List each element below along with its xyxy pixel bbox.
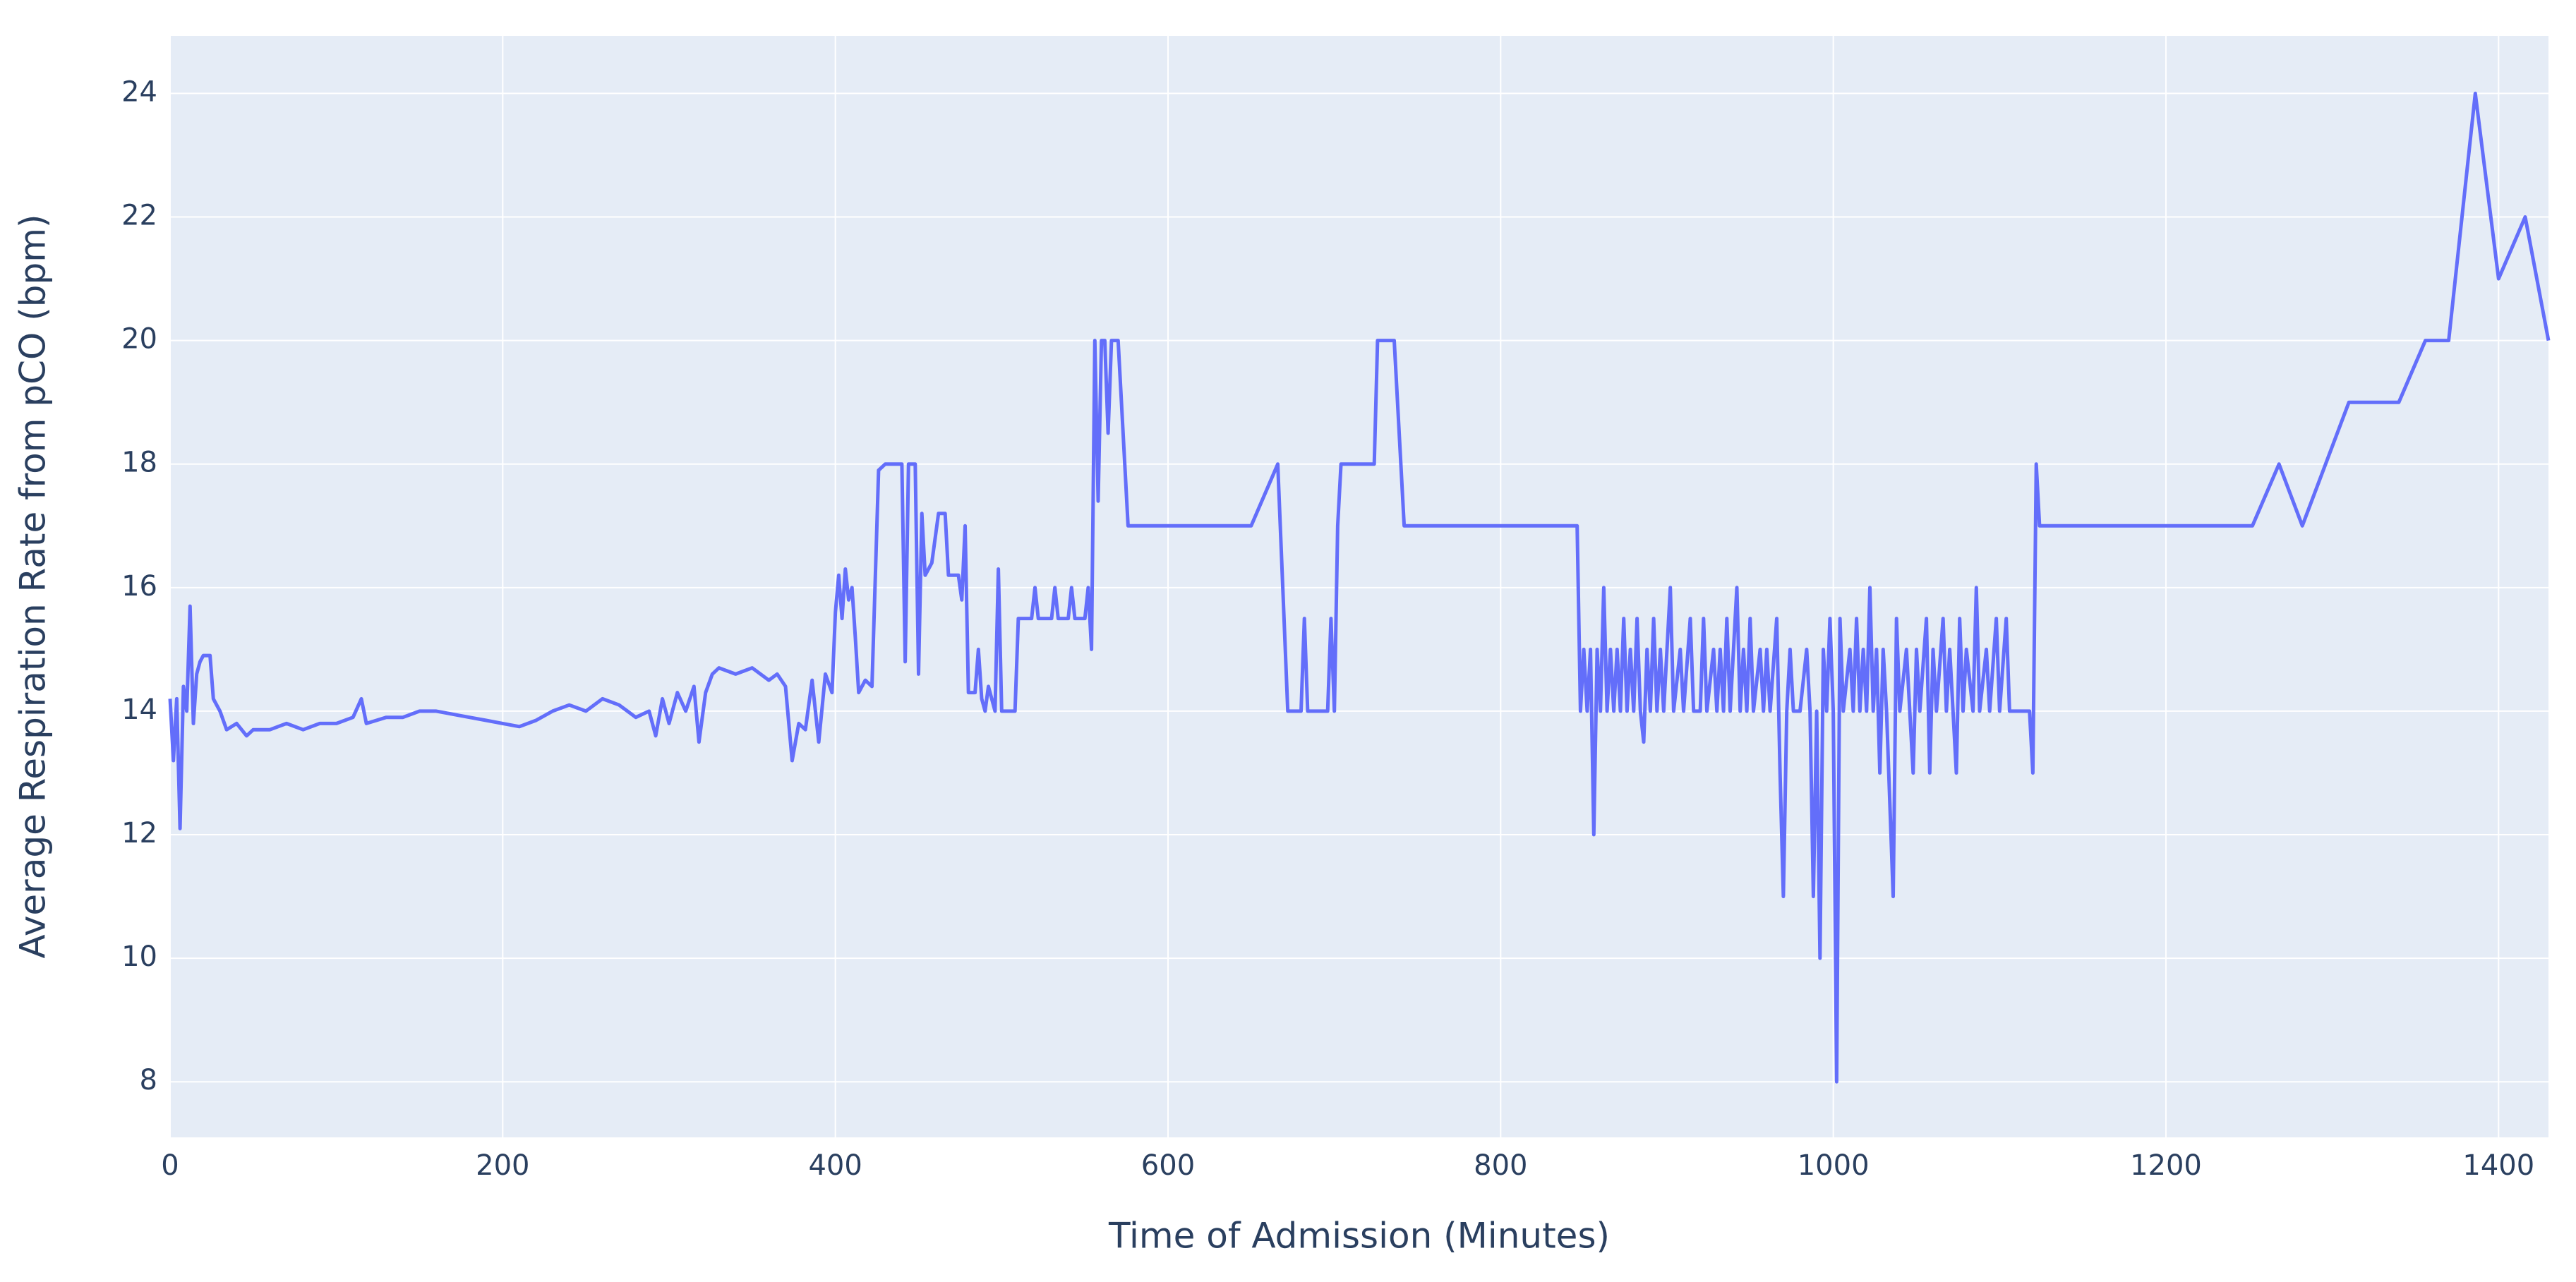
x-tick-label: 1200 [2130,1149,2202,1182]
y-tick-label: 12 [121,817,157,849]
y-tick-label: 18 [121,447,157,479]
x-tick-label: 1400 [2462,1149,2534,1182]
data-line [168,91,2551,1084]
y-tick-label: 16 [121,570,157,603]
plot-area [170,36,2548,1137]
y-tick-label: 14 [121,694,157,726]
x-tick-label: 200 [476,1149,529,1182]
y-axis-title: Average Respiration Rate from pCO (bpm) [13,214,54,959]
y-tick-label: 22 [121,200,157,232]
x-tick-label: 600 [1141,1149,1195,1182]
x-tick-label: 400 [808,1149,862,1182]
x-tick-label: 800 [1474,1149,1527,1182]
x-axis-title: Time of Admission (Minutes) [1108,1216,1610,1257]
y-tick-label: 8 [140,1064,157,1096]
x-tick-label: 0 [161,1149,179,1182]
y-tick-label: 10 [121,941,157,973]
x-tick-label: 1000 [1798,1149,1870,1182]
y-tick-label: 24 [121,75,157,108]
y-tick-label: 20 [121,323,157,356]
